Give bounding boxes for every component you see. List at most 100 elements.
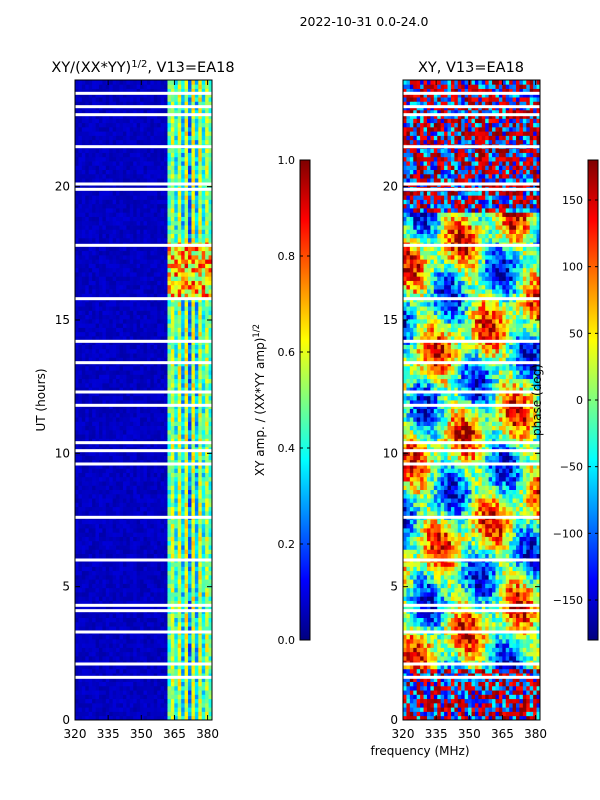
heatmap-cell bbox=[146, 506, 151, 512]
heatmap-cell bbox=[191, 493, 196, 499]
heatmap-cell bbox=[157, 353, 162, 358]
heatmap-cell bbox=[98, 442, 103, 448]
heatmap-cell bbox=[133, 583, 138, 589]
heatmap-cell bbox=[150, 284, 155, 290]
heatmap-cell bbox=[177, 306, 182, 311]
heatmap-cell bbox=[143, 400, 148, 405]
heatmap-cell bbox=[208, 250, 212, 256]
heatmap-cell bbox=[95, 382, 100, 388]
heatmap-cell bbox=[160, 451, 165, 456]
heatmap-cell bbox=[105, 510, 110, 516]
heatmap-cell bbox=[105, 489, 110, 495]
heatmap-cell bbox=[81, 455, 86, 461]
heatmap-cell bbox=[119, 190, 124, 196]
heatmap-cell bbox=[133, 323, 138, 328]
heatmap-cell bbox=[146, 472, 151, 478]
heatmap-cell bbox=[81, 451, 86, 456]
heatmap-cell bbox=[109, 685, 114, 691]
heatmap-cell bbox=[188, 216, 192, 222]
heatmap-cell bbox=[194, 331, 199, 337]
heatmap-cell bbox=[129, 510, 134, 516]
heatmap-cell bbox=[133, 510, 138, 516]
heatmap-cell bbox=[184, 626, 189, 631]
heatmap-cell bbox=[181, 395, 185, 401]
heatmap-cell bbox=[116, 502, 120, 508]
heatmap-cell bbox=[119, 280, 124, 286]
heatmap-cell bbox=[75, 365, 79, 371]
heatmap-cell bbox=[112, 647, 117, 653]
heatmap-cell bbox=[157, 592, 162, 597]
heatmap-cell bbox=[92, 267, 96, 273]
heatmap-cell bbox=[170, 570, 175, 576]
heatmap-cell bbox=[164, 417, 168, 422]
heatmap-cell bbox=[143, 357, 148, 362]
heatmap-cell bbox=[167, 510, 172, 516]
heatmap-cell bbox=[153, 208, 158, 213]
heatmap-cell bbox=[181, 553, 185, 559]
heatmap-cell bbox=[157, 254, 162, 260]
heatmap-cell bbox=[88, 225, 93, 230]
heatmap-cell bbox=[126, 323, 131, 328]
heatmap-cell bbox=[102, 536, 107, 542]
heatmap-cell bbox=[143, 344, 148, 350]
heatmap-cell bbox=[201, 681, 206, 687]
heatmap-cell bbox=[146, 711, 151, 717]
heatmap-cell bbox=[98, 310, 103, 316]
heatmap-cell bbox=[188, 664, 192, 670]
heatmap-cell bbox=[184, 327, 189, 333]
heatmap-cell bbox=[119, 510, 124, 516]
heatmap-cell bbox=[109, 254, 114, 260]
heatmap-cell bbox=[181, 327, 185, 333]
heatmap-cell bbox=[167, 694, 172, 700]
heatmap-cell bbox=[88, 502, 93, 508]
heatmap-cell bbox=[184, 412, 189, 418]
heatmap-cell bbox=[81, 276, 86, 281]
heatmap-cell bbox=[136, 336, 141, 341]
heatmap-cell bbox=[98, 378, 103, 384]
heatmap-cell bbox=[119, 272, 124, 277]
heatmap-cell bbox=[177, 566, 182, 572]
heatmap-cell bbox=[143, 459, 148, 465]
heatmap-cell bbox=[198, 481, 203, 486]
heatmap-cell bbox=[191, 190, 196, 196]
heatmap-cell bbox=[95, 638, 100, 644]
heatmap-cell bbox=[78, 510, 83, 516]
heatmap-cell bbox=[174, 540, 179, 546]
heatmap-cell bbox=[140, 412, 144, 418]
heatmap-cell bbox=[194, 694, 199, 700]
heatmap-cell bbox=[126, 707, 131, 712]
heatmap-cell bbox=[105, 583, 110, 589]
heatmap-cell bbox=[98, 656, 103, 661]
heatmap-cell bbox=[112, 673, 117, 678]
heatmap-cell bbox=[167, 310, 172, 316]
heatmap-cell bbox=[109, 540, 114, 546]
heatmap-cell bbox=[140, 233, 144, 239]
heatmap-cell bbox=[88, 331, 93, 337]
heatmap-cell bbox=[119, 438, 124, 444]
heatmap-cell bbox=[105, 553, 110, 559]
heatmap-cell bbox=[143, 519, 148, 525]
heatmap-cell bbox=[85, 694, 90, 700]
heatmap-cell bbox=[81, 400, 86, 405]
heatmap-cell bbox=[129, 190, 134, 196]
heatmap-cell bbox=[167, 523, 172, 529]
heatmap-cell bbox=[129, 621, 134, 627]
heatmap-cell bbox=[122, 677, 127, 682]
heatmap-cell bbox=[205, 617, 209, 623]
heatmap-cell bbox=[136, 276, 141, 281]
heatmap-cell bbox=[146, 510, 151, 516]
heatmap-cell bbox=[174, 306, 179, 311]
heatmap-cell bbox=[177, 293, 182, 298]
heatmap-cell bbox=[88, 523, 93, 529]
heatmap-cell bbox=[157, 681, 162, 687]
heatmap-cell bbox=[126, 374, 131, 380]
heatmap-cell bbox=[177, 459, 182, 465]
heatmap-cell bbox=[205, 626, 209, 631]
heatmap-cell bbox=[109, 643, 114, 648]
heatmap-cell bbox=[174, 468, 179, 473]
heatmap-cell bbox=[153, 498, 158, 503]
heatmap-cell bbox=[167, 434, 172, 439]
heatmap-cell bbox=[194, 378, 199, 384]
heatmap-cell bbox=[188, 391, 192, 397]
heatmap-cell bbox=[150, 634, 155, 640]
